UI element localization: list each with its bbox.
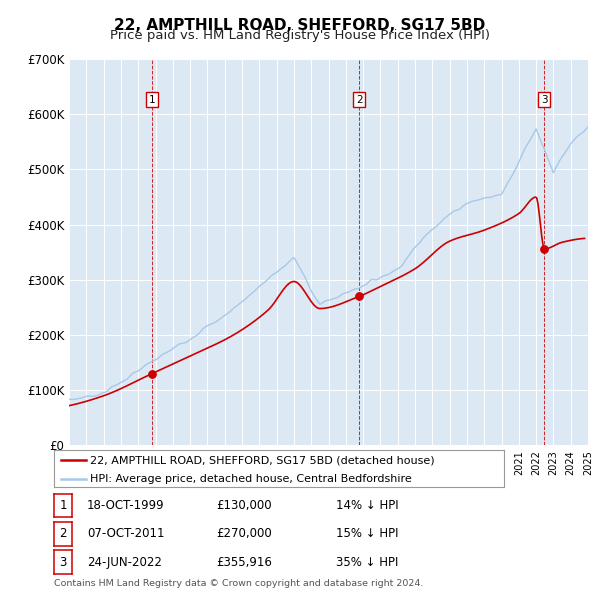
Point [355, 291, 364, 301]
Point [147, 369, 157, 378]
Text: 22, AMPTHILL ROAD, SHEFFORD, SG17 5BD: 22, AMPTHILL ROAD, SHEFFORD, SG17 5BD [115, 18, 485, 32]
Text: 24-JUN-2022: 24-JUN-2022 [87, 556, 162, 569]
Text: 2: 2 [356, 94, 362, 104]
Text: 3: 3 [541, 94, 548, 104]
Text: £355,916: £355,916 [216, 556, 272, 569]
Text: 15% ↓ HPI: 15% ↓ HPI [336, 527, 398, 540]
Text: 1: 1 [59, 499, 67, 512]
Text: HPI: Average price, detached house, Central Bedfordshire: HPI: Average price, detached house, Cent… [90, 474, 412, 484]
Text: 22, AMPTHILL ROAD, SHEFFORD, SG17 5BD (detached house): 22, AMPTHILL ROAD, SHEFFORD, SG17 5BD (d… [90, 455, 434, 465]
Text: Contains HM Land Registry data © Crown copyright and database right 2024.: Contains HM Land Registry data © Crown c… [54, 579, 424, 588]
Text: 1: 1 [149, 94, 155, 104]
Text: 35% ↓ HPI: 35% ↓ HPI [336, 556, 398, 569]
Text: 18-OCT-1999: 18-OCT-1999 [87, 499, 164, 512]
Text: 3: 3 [59, 556, 67, 569]
Text: 14% ↓ HPI: 14% ↓ HPI [336, 499, 398, 512]
Text: 2: 2 [59, 527, 67, 540]
Text: Price paid vs. HM Land Registry's House Price Index (HPI): Price paid vs. HM Land Registry's House … [110, 29, 490, 42]
Text: £270,000: £270,000 [216, 527, 272, 540]
Text: £130,000: £130,000 [216, 499, 272, 512]
Text: 07-OCT-2011: 07-OCT-2011 [87, 527, 164, 540]
Point [539, 244, 549, 254]
